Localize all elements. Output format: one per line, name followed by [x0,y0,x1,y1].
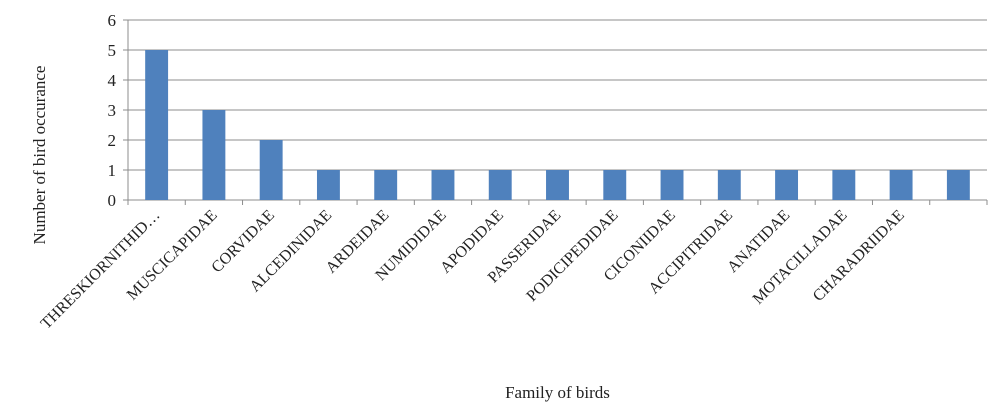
bar [488,170,512,200]
bar [374,170,398,200]
bar [717,170,741,200]
bar [145,50,169,200]
bar [546,170,569,200]
bar [259,140,283,200]
y-tick-label: 5 [108,41,117,60]
gridlines [128,19,987,171]
bar [603,170,627,200]
x-tick-labels: THRESKIORNITHID…MUSCICAPIDAECORVIDAEALCE… [38,207,908,333]
bar [775,170,799,200]
y-tick-label: 3 [108,101,117,120]
bar [202,110,226,200]
bar [832,170,856,200]
y-tick-label: 6 [108,11,117,30]
bar [660,170,684,200]
bar [889,170,913,200]
bars [145,50,970,200]
bar [946,170,970,200]
y-tick-labels: 0 1 2 3 4 5 6 [108,11,117,210]
x-tick-label: MOTACILLADAE [750,207,851,308]
y-tick-label: 2 [108,131,117,150]
y-axis-title: Number of bird occurance [30,66,49,245]
bar [316,170,340,200]
y-tick-label: 0 [108,191,117,210]
bar [431,170,455,200]
x-axis-title: Family of birds [505,383,610,402]
y-tick-label: 4 [108,71,117,90]
y-tick-label: 1 [108,161,117,180]
